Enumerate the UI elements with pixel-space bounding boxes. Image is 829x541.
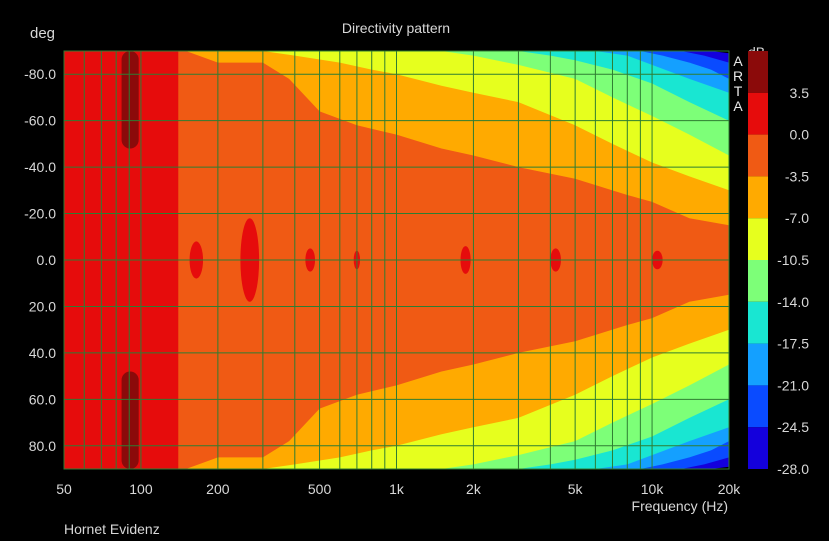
x-tick-label: 1k bbox=[389, 481, 405, 497]
x-tick-label: 100 bbox=[129, 481, 153, 497]
colorbar-band bbox=[748, 260, 768, 302]
darkred-region bbox=[121, 51, 139, 149]
y-tick-label: -20.0 bbox=[24, 206, 56, 222]
x-tick-label: 200 bbox=[206, 481, 230, 497]
colorbar-band bbox=[748, 218, 768, 260]
y-tick-label: 80.0 bbox=[29, 438, 56, 454]
colorbar-band bbox=[748, 134, 768, 177]
colorbar-tick-label: 0.0 bbox=[790, 127, 810, 143]
x-tick-label: 10k bbox=[641, 481, 665, 497]
y-tick-label: -60.0 bbox=[24, 113, 56, 129]
x-axis-label: Frequency (Hz) bbox=[632, 498, 728, 514]
colorbar bbox=[748, 51, 768, 469]
y-tick-label: 20.0 bbox=[29, 298, 56, 314]
x-tick-label: 50 bbox=[56, 481, 72, 497]
colorbar-tick-label: -3.5 bbox=[785, 168, 809, 184]
colorbar-tick-label: -14.0 bbox=[777, 294, 809, 310]
colorbar-tick-label: -7.0 bbox=[785, 210, 809, 226]
colorbar-tick-labels: 3.5 0.0 -3.5 -7.0 -10.5 -14.0 -17.5 -21.0 -24.5 -… bbox=[777, 85, 809, 477]
arta-letter: A bbox=[733, 98, 743, 114]
colorbar-band bbox=[748, 385, 768, 428]
y-tick-label: -40.0 bbox=[24, 159, 56, 175]
colorbar-tick-label: 3.5 bbox=[790, 85, 810, 101]
y-tick-label: 60.0 bbox=[29, 391, 56, 407]
x-tick-labels: 50 100 200 500 1k 2k 5k 10k 20k bbox=[56, 481, 741, 497]
arta-letter: R bbox=[733, 68, 743, 84]
colorbar-tick-label: -17.5 bbox=[777, 336, 809, 352]
plot-border bbox=[63, 50, 730, 470]
x-tick-label: 2k bbox=[466, 481, 482, 497]
y-tick-label: -80.0 bbox=[24, 66, 56, 82]
x-tick-label: 5k bbox=[568, 481, 584, 497]
darkred-region bbox=[121, 371, 139, 469]
grid-lines bbox=[63, 50, 730, 470]
footer-label: Hornet Evidenz bbox=[64, 521, 160, 537]
colorbar-band bbox=[748, 301, 768, 344]
colorbar-tick-label: -21.0 bbox=[777, 377, 809, 393]
arta-letter: A bbox=[733, 53, 743, 69]
colorbar-band bbox=[748, 427, 768, 469]
colorbar-band bbox=[748, 176, 768, 219]
colorbar-band bbox=[748, 343, 768, 386]
x-tick-label: 20k bbox=[718, 481, 742, 497]
chart-title: Directivity pattern bbox=[342, 20, 450, 36]
colorbar-tick-label: -28.0 bbox=[777, 461, 809, 477]
colorbar-tick-label: -24.5 bbox=[777, 419, 809, 435]
y-tick-label: 40.0 bbox=[29, 345, 56, 361]
x-tick-label: 500 bbox=[308, 481, 332, 497]
y-axis-label: deg bbox=[30, 25, 55, 42]
arta-letter: T bbox=[734, 83, 743, 99]
colorbar-band bbox=[748, 51, 768, 93]
colorbar-band bbox=[748, 92, 768, 135]
y-tick-labels: -80.0 -60.0 -40.0 -20.0 0.0 20.0 40.0 60.0 80.0 bbox=[24, 66, 56, 454]
colorbar-tick-label: -10.5 bbox=[777, 252, 809, 268]
y-tick-label: 0.0 bbox=[37, 252, 57, 268]
